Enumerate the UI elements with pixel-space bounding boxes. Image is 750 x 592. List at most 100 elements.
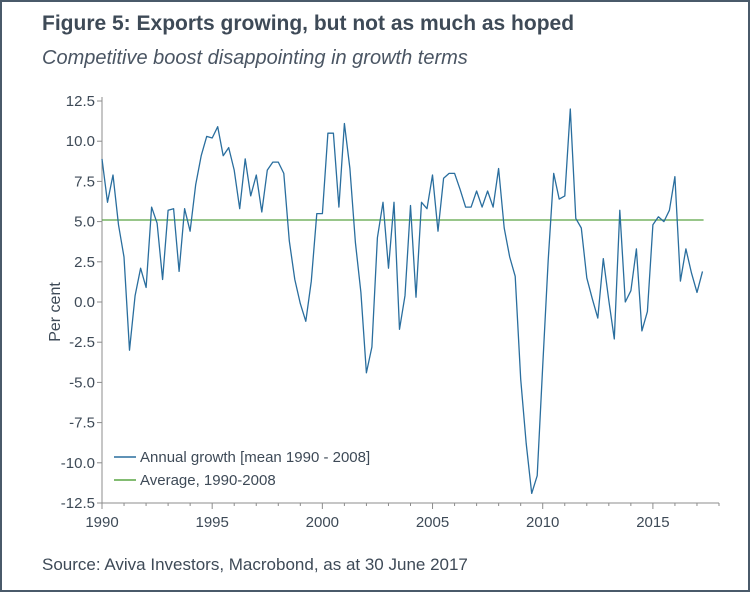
- data-point: [398, 328, 400, 330]
- chart-subtitle: Competitive boost disappointing in growt…: [42, 47, 468, 69]
- data-point: [211, 137, 213, 139]
- y-axis-label: Per cent: [47, 282, 64, 342]
- data-point: [283, 172, 285, 174]
- data-point: [542, 365, 544, 367]
- data-point: [608, 299, 610, 301]
- data-point: [575, 217, 577, 219]
- data-point: [426, 208, 428, 210]
- data-point: [465, 206, 467, 208]
- data-point: [272, 161, 274, 163]
- data-points: [101, 108, 703, 494]
- data-point: [437, 230, 439, 232]
- chart-title: Figure 5: Exports growing, but not as mu…: [42, 12, 575, 35]
- data-point: [338, 206, 340, 208]
- data-point: [217, 126, 219, 128]
- data-point: [613, 338, 615, 340]
- data-point: [696, 291, 698, 293]
- data-point: [646, 311, 648, 313]
- data-point: [657, 216, 659, 218]
- data-point: [200, 155, 202, 157]
- data-point: [525, 443, 527, 445]
- data-point: [382, 201, 384, 203]
- data-point: [591, 298, 593, 300]
- data-point: [184, 208, 186, 210]
- data-point: [481, 206, 483, 208]
- data-point: [432, 174, 434, 176]
- x-tick-label: 2015: [636, 514, 669, 531]
- data-point: [641, 330, 643, 332]
- annual-growth-line: [101, 108, 704, 495]
- x-tick-label: 1990: [85, 514, 118, 531]
- data-point: [476, 190, 478, 192]
- legend-label-annual-growth: Annual growth [mean 1990 - 2008]: [140, 449, 370, 466]
- x-tick-label: 1995: [195, 514, 228, 531]
- y-tick-label: 10.0: [66, 133, 95, 150]
- data-point: [266, 169, 268, 171]
- data-point: [343, 123, 345, 125]
- data-point: [602, 258, 604, 260]
- data-point: [701, 270, 703, 272]
- data-point: [393, 201, 395, 203]
- x-ticks: 1990 1995 2000 2005 2010 2015: [85, 503, 720, 531]
- data-point: [619, 209, 621, 211]
- data-point: [679, 280, 681, 282]
- x-tick-label: 2000: [306, 514, 339, 531]
- data-point: [514, 275, 516, 277]
- data-point: [255, 174, 257, 176]
- data-point: [564, 195, 566, 197]
- data-point: [206, 135, 208, 137]
- data-point: [448, 172, 450, 174]
- data-point: [173, 208, 175, 210]
- y-tick-label: -5.0: [69, 374, 95, 391]
- data-point: [156, 222, 158, 224]
- data-point: [569, 108, 571, 110]
- data-point: [597, 317, 599, 319]
- x-tick-label: 2010: [526, 514, 559, 531]
- data-point: [454, 172, 456, 174]
- data-point: [112, 174, 114, 176]
- legend-label-average: Average, 1990-2008: [140, 472, 276, 489]
- data-point: [459, 188, 461, 190]
- data-point: [668, 209, 670, 211]
- data-point: [685, 248, 687, 250]
- data-point: [140, 267, 142, 269]
- data-point: [404, 295, 406, 297]
- data-point: [376, 237, 378, 239]
- data-point: [305, 320, 307, 322]
- data-point: [195, 184, 197, 186]
- data-point: [690, 272, 692, 274]
- data-point: [134, 295, 136, 297]
- data-point: [310, 280, 312, 282]
- y-tick-label: 7.5: [74, 173, 95, 190]
- data-point: [151, 206, 153, 208]
- data-point: [536, 475, 538, 477]
- data-point: [410, 205, 412, 207]
- data-point: [129, 349, 131, 351]
- data-point: [520, 378, 522, 380]
- data-point: [145, 287, 147, 289]
- data-point: [332, 132, 334, 134]
- data-point: [663, 221, 665, 223]
- data-point: [288, 240, 290, 242]
- y-tick-label: -7.5: [69, 415, 95, 432]
- data-point: [586, 277, 588, 279]
- data-point: [222, 155, 224, 157]
- data-point: [167, 209, 169, 211]
- data-point: [443, 177, 445, 179]
- y-tick-label: -12.5: [61, 495, 95, 512]
- data-point: [635, 248, 637, 250]
- data-point: [250, 195, 252, 197]
- data-point: [294, 278, 296, 280]
- data-point: [580, 227, 582, 229]
- data-point: [244, 158, 246, 160]
- data-point: [316, 213, 318, 215]
- legend: Annual growth [mean 1990 - 2008] Average…: [114, 449, 370, 489]
- data-point: [624, 301, 626, 303]
- data-point: [365, 372, 367, 374]
- data-point: [123, 256, 125, 258]
- data-point: [239, 208, 241, 210]
- data-point: [354, 242, 356, 244]
- data-point: [558, 198, 560, 200]
- data-point: [652, 224, 654, 226]
